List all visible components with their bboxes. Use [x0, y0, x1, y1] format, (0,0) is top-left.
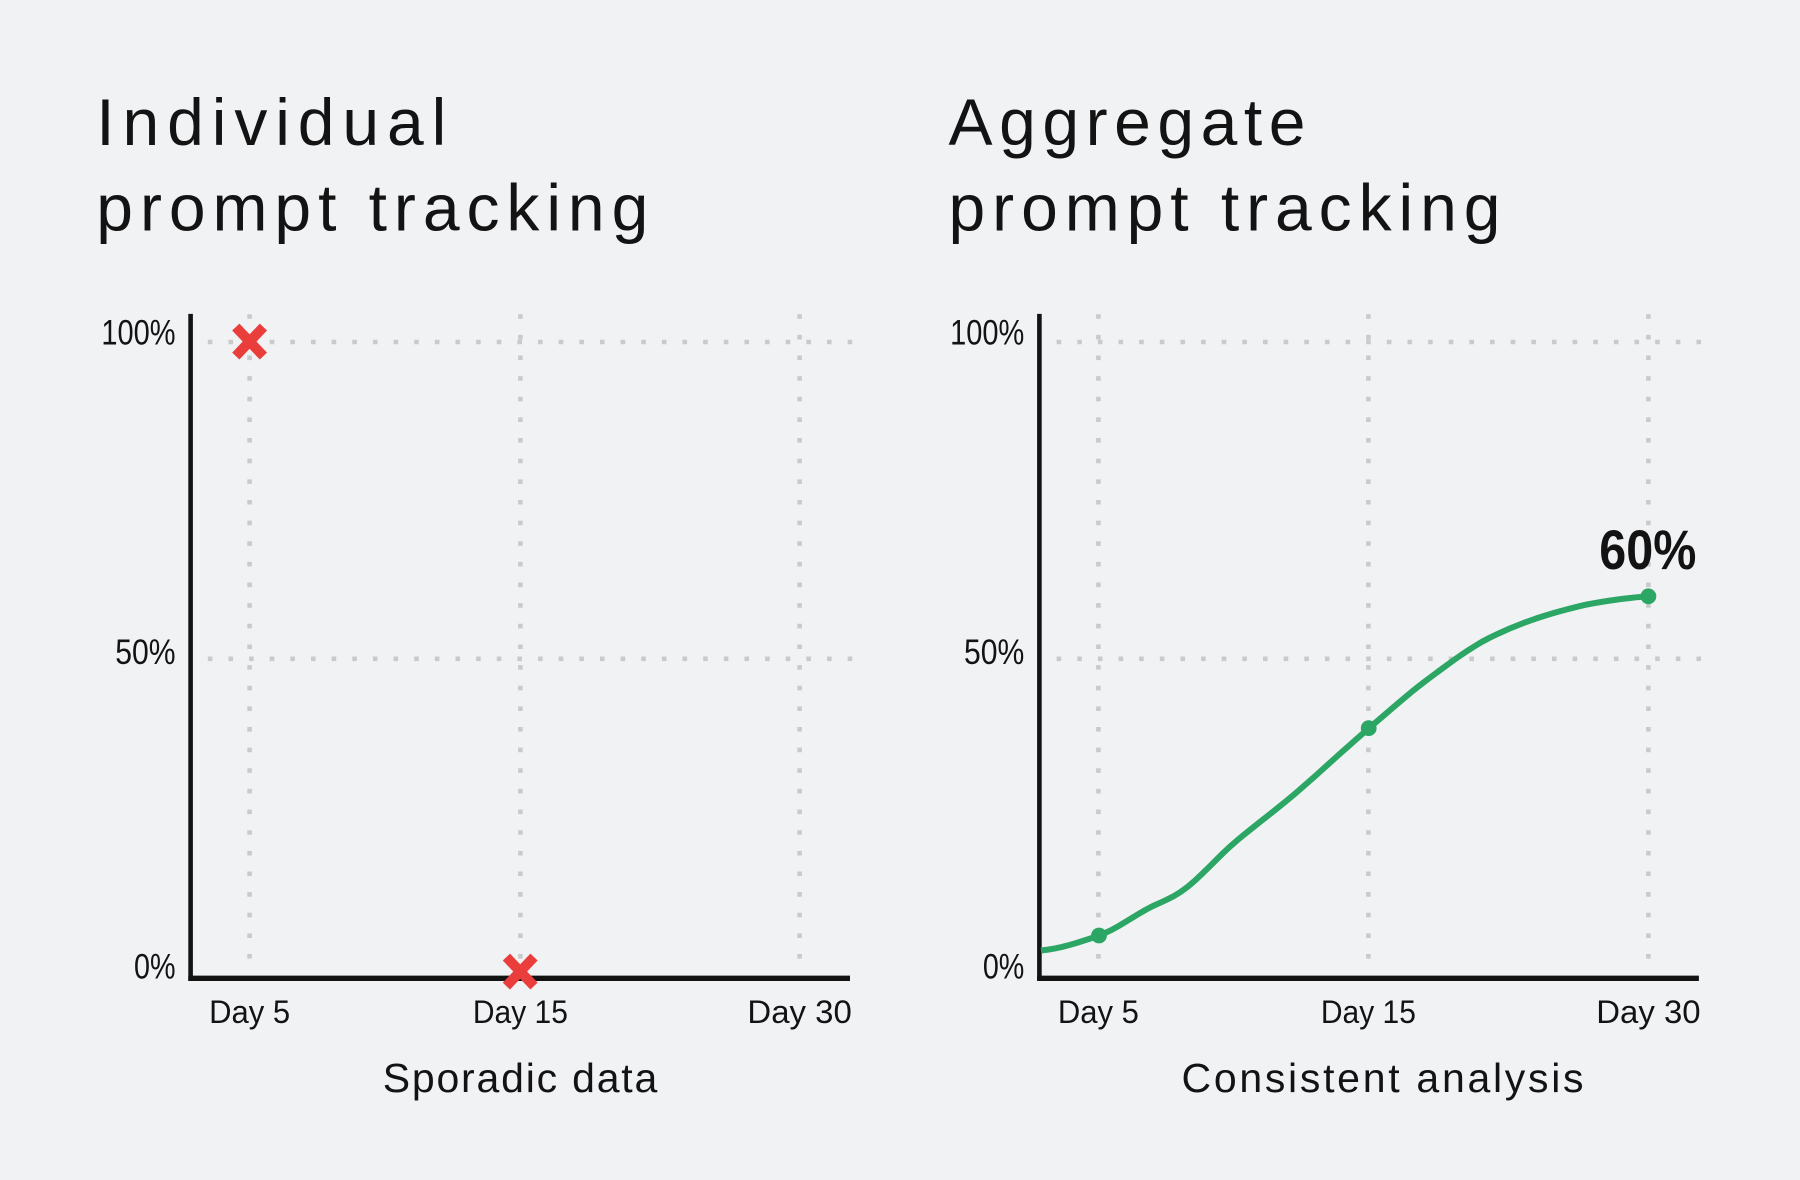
svg-text:60%: 60%	[1599, 520, 1696, 582]
svg-text:Sporadic data: Sporadic data	[383, 1055, 658, 1101]
svg-text:Day 15: Day 15	[1321, 994, 1416, 1030]
svg-text:50%: 50%	[115, 632, 175, 672]
svg-text:Day 30: Day 30	[747, 993, 851, 1030]
svg-text:Day 15: Day 15	[473, 994, 568, 1030]
svg-text:0%: 0%	[983, 946, 1024, 986]
svg-text:Day 30: Day 30	[1596, 993, 1700, 1030]
svg-text:0%: 0%	[134, 946, 175, 986]
svg-text:Consistent analysis: Consistent analysis	[1182, 1055, 1584, 1101]
svg-text:100%: 100%	[950, 313, 1024, 352]
svg-text:50%: 50%	[964, 632, 1024, 672]
svg-text:prompt tracking: prompt tracking	[949, 170, 1501, 244]
svg-text:Day 5: Day 5	[1058, 993, 1139, 1030]
svg-text:prompt tracking: prompt tracking	[96, 170, 648, 244]
svg-text:Aggregate: Aggregate	[949, 85, 1306, 159]
svg-text:Day 5: Day 5	[209, 993, 290, 1030]
svg-text:100%: 100%	[101, 313, 175, 352]
